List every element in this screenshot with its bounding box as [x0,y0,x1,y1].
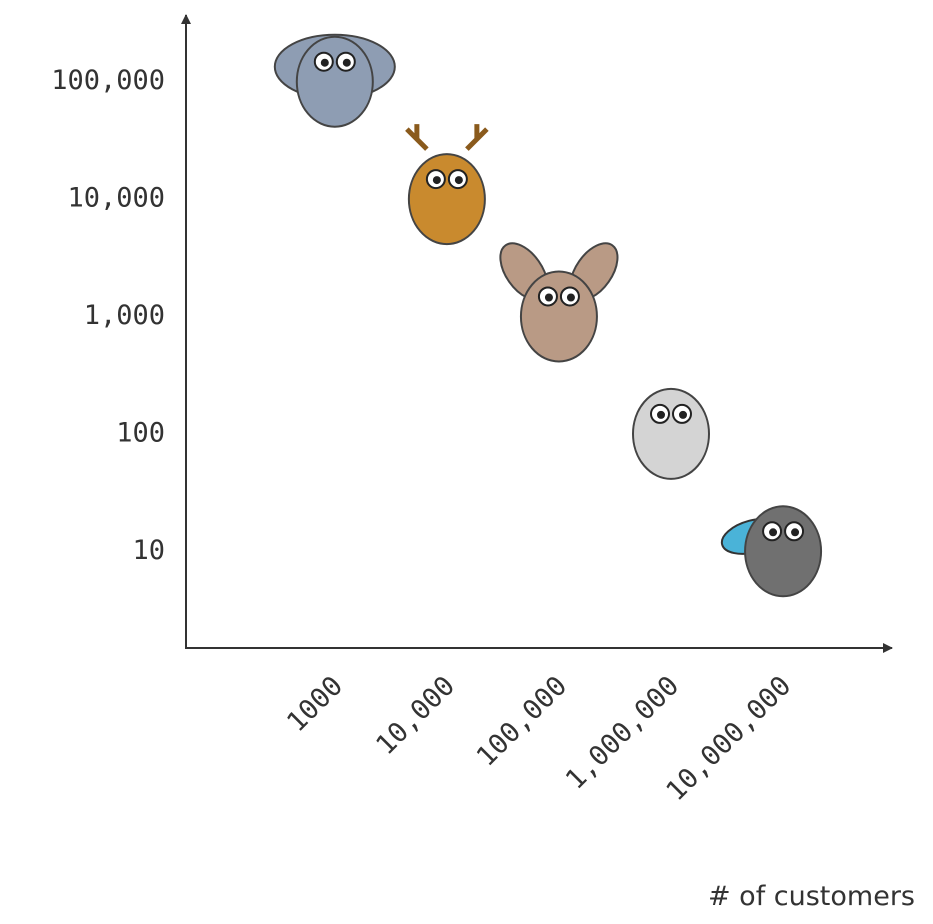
pupil [455,176,463,184]
point-marker [633,389,709,479]
pupil [769,528,777,536]
point-marker [407,124,487,244]
x-tick-label: 10,000 [370,670,461,761]
y-tick-label: 10,000 [67,183,165,214]
pupil [679,411,687,419]
body [745,506,821,596]
chart: # of customers 101001,00010,000100,00010… [0,0,933,924]
pupil [791,528,799,536]
body [633,389,709,479]
pupil [657,411,665,419]
body [521,271,597,361]
y-tick-label: 100 [116,417,165,448]
point-marker [491,235,627,362]
antlers [407,124,487,149]
pupil [567,293,575,301]
y-tick-label: 100,000 [51,65,165,96]
x-tick-label: 100,000 [471,670,573,772]
pupil [545,293,553,301]
body [409,154,485,244]
y-tick-label: 1,000 [84,300,165,331]
x-axis-label: # of customers [708,881,915,912]
x-tick-label: 1000 [281,670,349,738]
pupil [321,59,329,67]
x-tick-label: 1,000,000 [560,670,685,795]
pupil [343,59,351,67]
point-marker [275,35,395,127]
y-tick-label: 10 [132,535,165,566]
body [297,37,373,127]
point-marker [718,506,821,596]
pupil [433,176,441,184]
